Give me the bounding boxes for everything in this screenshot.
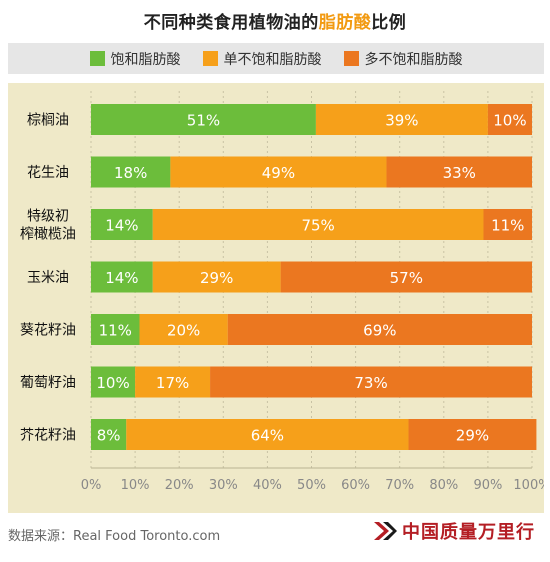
- bar-segment: [483, 209, 532, 240]
- legend-swatch-saturated: [89, 51, 105, 66]
- category-label: 特级初: [27, 208, 69, 225]
- x-tick-label: 80%: [429, 478, 458, 493]
- bar-value-label: 10%: [96, 374, 129, 392]
- legend-swatch-poly: [343, 51, 359, 66]
- stacked-bar-chart: 0% 10% 20% 30% 40% 50% 60% 70% 80% 90% 100% 棕榈油 51% 3…: [20, 91, 544, 493]
- bar-segment: [408, 419, 537, 450]
- logo-mark-icon: [374, 522, 397, 540]
- bar-segment: [152, 209, 484, 240]
- bar-value-label: 64%: [251, 427, 284, 445]
- x-tick-label: 90%: [473, 478, 502, 493]
- bar-value-label: 8%: [97, 427, 121, 445]
- legend-swatch-mono: [202, 51, 218, 66]
- chart-title: 不同种类食用植物油的脂肪酸比例: [0, 8, 550, 33]
- title-highlight: 脂肪酸: [318, 13, 372, 33]
- legend-label-saturated: 饱和脂肪酸: [110, 51, 181, 68]
- category-label: 榨橄榄油: [20, 226, 76, 243]
- bar-value-label: 29%: [200, 269, 233, 287]
- bar-value-label: 18%: [114, 164, 147, 182]
- bar-segment: [91, 209, 153, 240]
- bar-segment: [91, 261, 153, 293]
- x-tick-label: 0%: [81, 478, 102, 493]
- bar-value-label: 49%: [262, 164, 295, 182]
- x-tick-label: 100%: [513, 478, 544, 493]
- bar-segment: [210, 366, 532, 398]
- legend-item-poly: 多不饱和脂肪酸: [343, 49, 463, 69]
- bar-segment: [135, 366, 211, 398]
- bar-segment: [91, 419, 127, 450]
- bar-value-label: 57%: [390, 269, 423, 287]
- bar-segment: [280, 261, 532, 293]
- bar-value-label: 51%: [187, 112, 220, 130]
- category-label: 葡萄籽油: [20, 375, 76, 391]
- title-main: 不同种类食用植物油的: [143, 13, 319, 33]
- legend-item-saturated: 饱和脂肪酸: [89, 49, 181, 69]
- chart-panel: 0% 10% 20% 30% 40% 50% 60% 70% 80% 90% 100% 棕榈油 51% 3…: [8, 83, 544, 513]
- x-tick-label: 70%: [385, 478, 414, 493]
- bar-segment: [91, 314, 140, 345]
- legend-label-mono: 单不饱和脂肪酸: [223, 51, 322, 68]
- category-label: 花生油: [27, 165, 69, 181]
- category-label: 玉米油: [27, 270, 69, 286]
- bar-segment: [91, 156, 171, 188]
- source-note: 数据来源：Real Food Toronto.com: [8, 529, 221, 544]
- bar-segment: [487, 104, 532, 135]
- category-label: 棕榈油: [27, 113, 69, 129]
- bar-segment: [126, 419, 409, 450]
- legend-item-mono: 单不饱和脂肪酸: [202, 49, 322, 69]
- bar-value-label: 20%: [167, 322, 200, 340]
- x-tick-label: 20%: [165, 478, 194, 493]
- bar-segment: [91, 104, 316, 135]
- x-tick-label: 40%: [253, 478, 282, 493]
- bar-segment: [386, 156, 532, 188]
- bar-segment: [170, 156, 387, 188]
- publisher-logo: 中国质量万里行: [372, 518, 535, 544]
- bar-value-label: 10%: [493, 112, 526, 130]
- legend: 饱和脂肪酸 单不饱和脂肪酸 多不饱和脂肪酸: [8, 43, 544, 74]
- logo-text: 中国质量万里行: [402, 522, 535, 543]
- bar-segment: [227, 314, 532, 345]
- title-tail: 比例: [371, 13, 407, 33]
- bar-value-label: 69%: [363, 322, 396, 340]
- bar-value-label: 33%: [443, 164, 476, 182]
- bar-value-label: 39%: [385, 112, 418, 130]
- bar-segment: [91, 366, 136, 398]
- bar-value-label: 17%: [156, 374, 189, 392]
- bar-value-label: 11%: [491, 217, 524, 235]
- bar-value-label: 73%: [354, 374, 387, 392]
- category-label: 芥花籽油: [20, 428, 76, 444]
- bar-segment: [152, 261, 281, 293]
- x-tick-label: 30%: [209, 478, 238, 493]
- bar-value-label: 29%: [456, 427, 489, 445]
- bar-value-label: 75%: [301, 217, 334, 235]
- x-tick-label: 50%: [297, 478, 326, 493]
- legend-label-poly: 多不饱和脂肪酸: [364, 51, 463, 68]
- bar-segment: [315, 104, 488, 135]
- bar-segment: [139, 314, 228, 345]
- bar-value-label: 14%: [105, 217, 138, 235]
- category-label: 葵花籽油: [20, 323, 76, 339]
- bar-value-label: 14%: [105, 269, 138, 287]
- x-tick-label: 10%: [121, 478, 150, 493]
- x-tick-label: 60%: [341, 478, 370, 493]
- bar-value-label: 11%: [99, 322, 132, 340]
